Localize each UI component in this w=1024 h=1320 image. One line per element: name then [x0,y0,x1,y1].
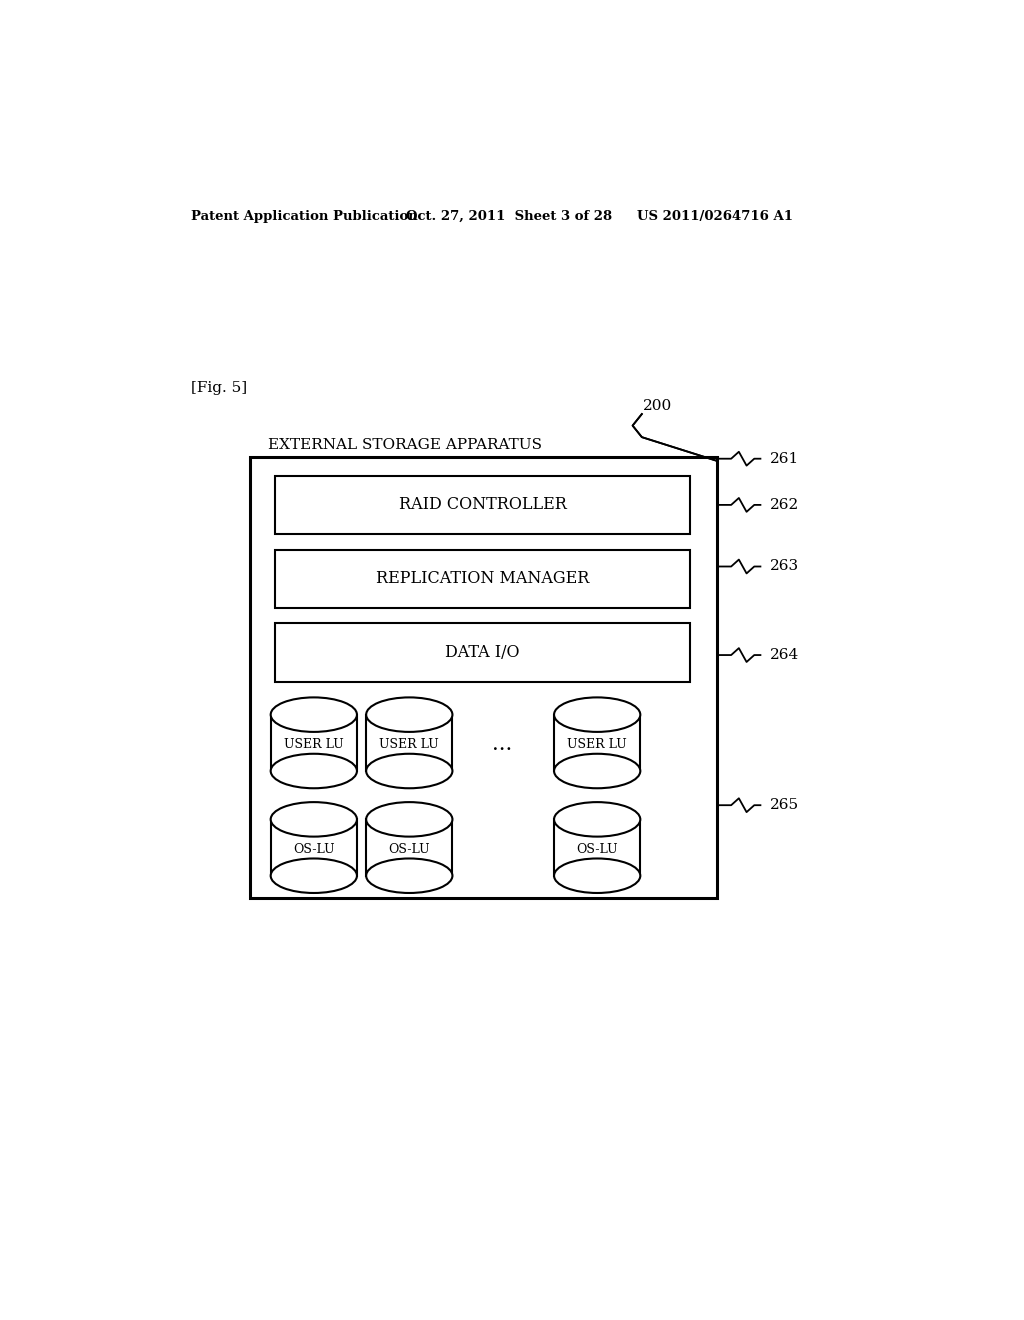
Bar [367,714,453,771]
Text: ...: ... [493,735,513,754]
Bar [275,623,689,682]
Bar [367,820,453,875]
Ellipse shape [367,803,453,837]
Text: 264: 264 [770,648,799,663]
Text: 261: 261 [770,451,799,466]
Bar [250,457,717,898]
Text: USER LU: USER LU [380,738,439,751]
Ellipse shape [367,754,453,788]
Ellipse shape [270,858,357,894]
Bar [270,820,357,875]
Text: Patent Application Publication: Patent Application Publication [190,210,418,223]
Text: 265: 265 [770,799,799,812]
Ellipse shape [554,803,640,837]
Ellipse shape [554,754,640,788]
Text: 200: 200 [643,400,673,413]
Ellipse shape [270,754,357,788]
Ellipse shape [367,697,453,731]
Ellipse shape [554,858,640,894]
Bar [275,475,689,535]
Ellipse shape [554,697,640,731]
Bar [554,714,640,771]
Text: OS-LU: OS-LU [293,842,335,855]
Text: EXTERNAL STORAGE APPARATUS: EXTERNAL STORAGE APPARATUS [267,438,542,451]
Ellipse shape [270,803,357,837]
Ellipse shape [367,858,453,894]
Text: REPLICATION MANAGER: REPLICATION MANAGER [376,570,589,587]
Text: USER LU: USER LU [567,738,627,751]
Text: 262: 262 [770,498,799,512]
Bar [270,714,357,771]
Text: 263: 263 [770,560,799,573]
Text: USER LU: USER LU [284,738,344,751]
Text: Oct. 27, 2011  Sheet 3 of 28: Oct. 27, 2011 Sheet 3 of 28 [407,210,612,223]
Bar [275,549,689,609]
Text: US 2011/0264716 A1: US 2011/0264716 A1 [637,210,794,223]
Text: RAID CONTROLLER: RAID CONTROLLER [398,496,566,513]
Ellipse shape [270,697,357,731]
Text: DATA I/O: DATA I/O [445,644,520,661]
Bar [554,820,640,875]
Text: OS-LU: OS-LU [577,842,618,855]
Text: OS-LU: OS-LU [388,842,430,855]
Text: [Fig. 5]: [Fig. 5] [190,381,247,395]
